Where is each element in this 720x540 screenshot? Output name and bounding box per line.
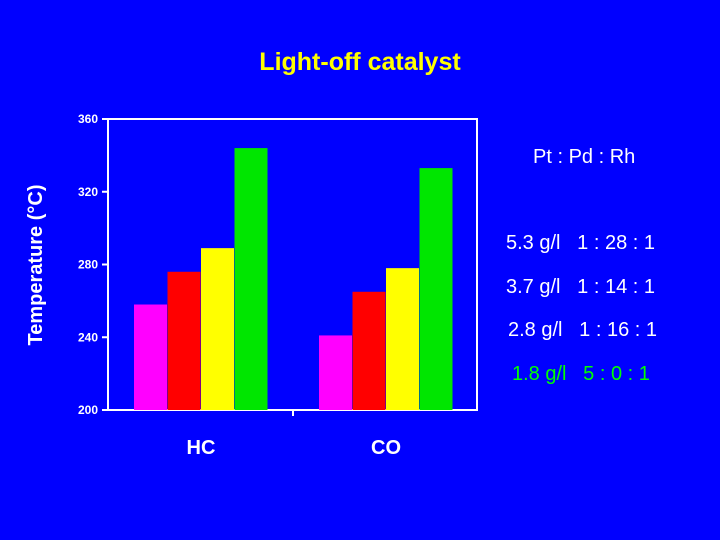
chart-title: Light-off catalyst bbox=[259, 48, 461, 76]
y-axis-label: Temperature (°C) bbox=[25, 185, 47, 346]
bar-co-2 bbox=[352, 291, 386, 410]
bar-hc-4 bbox=[234, 148, 268, 410]
y-tick-label: 280 bbox=[78, 258, 98, 272]
bar-hc-2 bbox=[167, 271, 201, 410]
y-tick-label: 200 bbox=[78, 403, 98, 417]
y-tick-label: 320 bbox=[78, 185, 98, 199]
legend-ratio: 1 : 28 : 1 bbox=[560, 232, 655, 254]
bar-hc-1 bbox=[134, 304, 167, 410]
legend-header: Pt : Pd : Rh bbox=[533, 146, 636, 168]
bar-co-3 bbox=[386, 268, 419, 410]
x-category-label: CO bbox=[371, 437, 401, 459]
legend-ratio: 1 : 14 : 1 bbox=[560, 276, 655, 298]
legend-loading: 1.8 g/l bbox=[512, 363, 567, 385]
legend-loading: 2.8 g/l bbox=[508, 319, 563, 341]
bar-co-4 bbox=[419, 168, 453, 410]
legend-loading: 5.3 g/l bbox=[506, 232, 561, 254]
legend-loading: 3.7 g/l bbox=[506, 276, 561, 298]
x-category-label: HC bbox=[187, 437, 216, 459]
legend-row: 5.3 g/l 1 : 28 : 1 bbox=[506, 232, 655, 255]
legend-ratio: 1 : 16 : 1 bbox=[562, 319, 657, 341]
legend-row: 2.8 g/l 1 : 16 : 1 bbox=[508, 319, 657, 342]
bar-hc-3 bbox=[201, 248, 234, 410]
legend-ratio: 5 : 0 : 1 bbox=[566, 363, 650, 385]
y-tick-label: 360 bbox=[78, 112, 98, 126]
legend-row: 3.7 g/l 1 : 14 : 1 bbox=[506, 276, 655, 299]
bar-co-1 bbox=[319, 335, 352, 410]
y-tick-label: 240 bbox=[78, 330, 98, 344]
legend-row: 1.8 g/l 5 : 0 : 1 bbox=[512, 363, 650, 386]
